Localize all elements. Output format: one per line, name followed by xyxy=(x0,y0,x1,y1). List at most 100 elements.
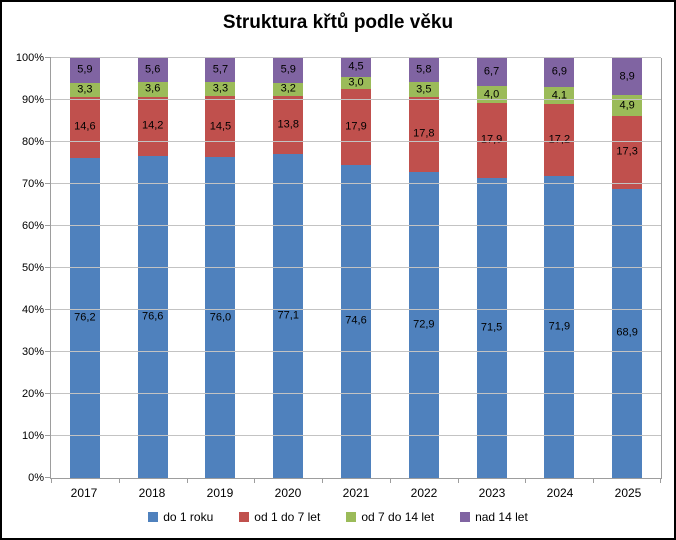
y-axis-label-80: 80% xyxy=(21,136,44,148)
segment-value-label: 5,7 xyxy=(212,63,229,76)
x-axis-label-2023: 2023 xyxy=(478,486,506,500)
segment-value-label: 76,6 xyxy=(141,310,164,323)
segment-od-7-do-14-let-2025: 4,9 xyxy=(612,95,643,116)
y-axis-tick-10 xyxy=(45,435,51,436)
segment-value-label: 76,2 xyxy=(74,311,96,324)
bar-slot-2018: 5,6 3,6 14,2 76,6 xyxy=(119,58,187,478)
bar-slot-2022: 5,8 3,5 17,8 72,9 xyxy=(390,58,458,478)
x-axis-label-2017: 2017 xyxy=(70,486,98,500)
legend-label: od 7 do 14 let xyxy=(361,510,435,524)
legend-swatch-icon xyxy=(239,512,250,522)
x-axis-tick-5 xyxy=(389,478,391,483)
segment-value-label: 77,1 xyxy=(277,309,299,322)
segment-do-1-roku-2025: 68,9 xyxy=(612,188,643,478)
segment-nad-14-let-2025: 8,9 xyxy=(612,58,643,96)
legend-swatch-icon xyxy=(148,512,159,522)
segment-value-label: 17,2 xyxy=(548,133,571,146)
segment-value-label: 4,9 xyxy=(619,99,635,112)
x-axis-tick-3 xyxy=(254,478,256,483)
segment-value-label: 3,2 xyxy=(280,82,296,95)
segment-do-1-roku-2018: 76,6 xyxy=(137,156,168,478)
gridline-50 xyxy=(51,267,661,268)
segment-od-1-do-7-let-2020: 13,8 xyxy=(273,96,304,155)
legend: do 1 roku od 1 do 7 let od 7 do 14 let nad … xyxy=(2,510,674,524)
legend-label: nad 14 let xyxy=(475,510,528,524)
segment-do-1-roku-2020: 77,1 xyxy=(273,154,304,478)
x-axis-tick-6 xyxy=(457,478,459,483)
stacked-bar-2022: 5,8 3,5 17,8 72,9 xyxy=(408,58,439,478)
stacked-bar-2025: 8,9 4,9 17,3 68,9 xyxy=(612,58,643,478)
y-axis-label-40: 40% xyxy=(21,304,44,316)
gridline-80 xyxy=(51,141,661,142)
x-axis-label-2022: 2022 xyxy=(410,486,438,500)
segment-nad-14-let-2020: 5,9 xyxy=(273,58,304,83)
segment-od-1-do-7-let-2022: 17,8 xyxy=(408,97,439,172)
gridline-70 xyxy=(51,183,661,184)
segment-do-1-roku-2019: 76,0 xyxy=(205,157,236,478)
y-axis-tick-50 xyxy=(45,267,51,268)
segment-od-7-do-14-let-2022: 3,5 xyxy=(408,82,439,98)
gridline-90 xyxy=(51,99,661,100)
segment-do-1-roku-2021: 74,6 xyxy=(341,164,372,478)
segment-od-1-do-7-let-2025: 17,3 xyxy=(612,115,643,189)
y-axis-label-90: 90% xyxy=(21,94,44,106)
stacked-bar-2024: 6,9 4,1 17,2 71,9 xyxy=(544,58,575,478)
legend-item-do-1-roku: do 1 roku xyxy=(148,510,213,524)
y-axis-label-50: 50% xyxy=(21,262,44,274)
segment-value-label: 4,5 xyxy=(348,60,364,73)
segment-nad-14-let-2024: 6,9 xyxy=(544,58,575,87)
segment-value-label: 13,8 xyxy=(277,118,299,131)
bar-slot-2017: 5,9 3,3 14,6 76,2 xyxy=(51,58,119,478)
segment-nad-14-let-2021: 4,5 xyxy=(341,58,372,77)
segment-value-label: 5,9 xyxy=(280,63,296,76)
x-axis-label-2024: 2024 xyxy=(546,486,574,500)
segment-value-label: 8,9 xyxy=(619,70,635,83)
segment-od-7-do-14-let-2017: 3,3 xyxy=(69,82,100,97)
bars-container: 5,9 3,3 14,6 76,2 5,6 3,6 14,2 76,6 5,7 3,3 14,5 76… xyxy=(51,58,661,478)
segment-value-label: 71,9 xyxy=(548,320,571,333)
segment-nad-14-let-2018: 5,6 xyxy=(137,58,168,82)
segment-od-1-do-7-let-2021: 17,9 xyxy=(341,89,372,165)
segment-nad-14-let-2017: 5,9 xyxy=(69,58,100,83)
gridline-10 xyxy=(51,435,661,436)
segment-value-label: 17,3 xyxy=(616,145,638,158)
y-axis-tick-40 xyxy=(45,309,51,310)
x-axis-tick-7 xyxy=(525,478,527,483)
legend-swatch-icon xyxy=(346,512,357,522)
segment-do-1-roku-2023: 71,5 xyxy=(476,177,507,478)
y-axis-label-30: 30% xyxy=(21,346,44,358)
y-axis-tick-80 xyxy=(45,141,51,142)
segment-od-7-do-14-let-2024: 4,1 xyxy=(544,86,575,105)
chart-title: Struktura křtů podle věku xyxy=(222,12,454,33)
segment-od-1-do-7-let-2018: 14,2 xyxy=(137,96,168,157)
segment-value-label: 17,9 xyxy=(345,120,367,133)
legend-item-od-7-do-14-let: od 7 do 14 let xyxy=(346,510,434,524)
bar-slot-2023: 6,7 4,0 17,9 71,5 xyxy=(458,58,526,478)
segment-value-label: 6,9 xyxy=(551,65,568,78)
segment-value-label: 3,6 xyxy=(145,82,161,95)
segment-value-label: 3,3 xyxy=(77,83,93,96)
segment-value-label: 6,7 xyxy=(483,65,500,78)
segment-od-1-do-7-let-2024: 17,2 xyxy=(544,104,575,177)
segment-nad-14-let-2019: 5,7 xyxy=(205,58,236,83)
y-axis-tick-0 xyxy=(45,477,51,478)
legend-swatch-icon xyxy=(460,512,471,522)
segment-do-1-roku-2024: 71,9 xyxy=(544,176,575,478)
y-axis-label-70: 70% xyxy=(21,178,44,190)
plot-area: 5,9 3,3 14,6 76,2 5,6 3,6 14,2 76,6 5,7 3,3 14,5 76… xyxy=(16,52,662,484)
bar-slot-2021: 4,5 3,0 17,9 74,6 xyxy=(322,58,390,478)
x-axis-label-2025: 2025 xyxy=(614,486,642,500)
bar-slot-2024: 6,9 4,1 17,2 71,9 xyxy=(525,58,593,478)
x-axis-label-2020: 2020 xyxy=(274,486,302,500)
stacked-bar-2023: 6,7 4,0 17,9 71,5 xyxy=(476,58,507,478)
y-axis-label-0: 0% xyxy=(28,472,44,484)
segment-value-label: 5,6 xyxy=(145,63,161,76)
gridline-60 xyxy=(51,225,661,226)
y-axis-tick-20 xyxy=(45,393,51,394)
x-axis-tick-8 xyxy=(593,478,595,483)
segment-od-1-do-7-let-2023: 17,9 xyxy=(476,102,507,178)
y-axis-tick-30 xyxy=(45,351,51,352)
y-axis-tick-100 xyxy=(45,57,51,58)
y-axis-label-60: 60% xyxy=(21,220,44,232)
legend-label: do 1 roku xyxy=(163,510,214,524)
